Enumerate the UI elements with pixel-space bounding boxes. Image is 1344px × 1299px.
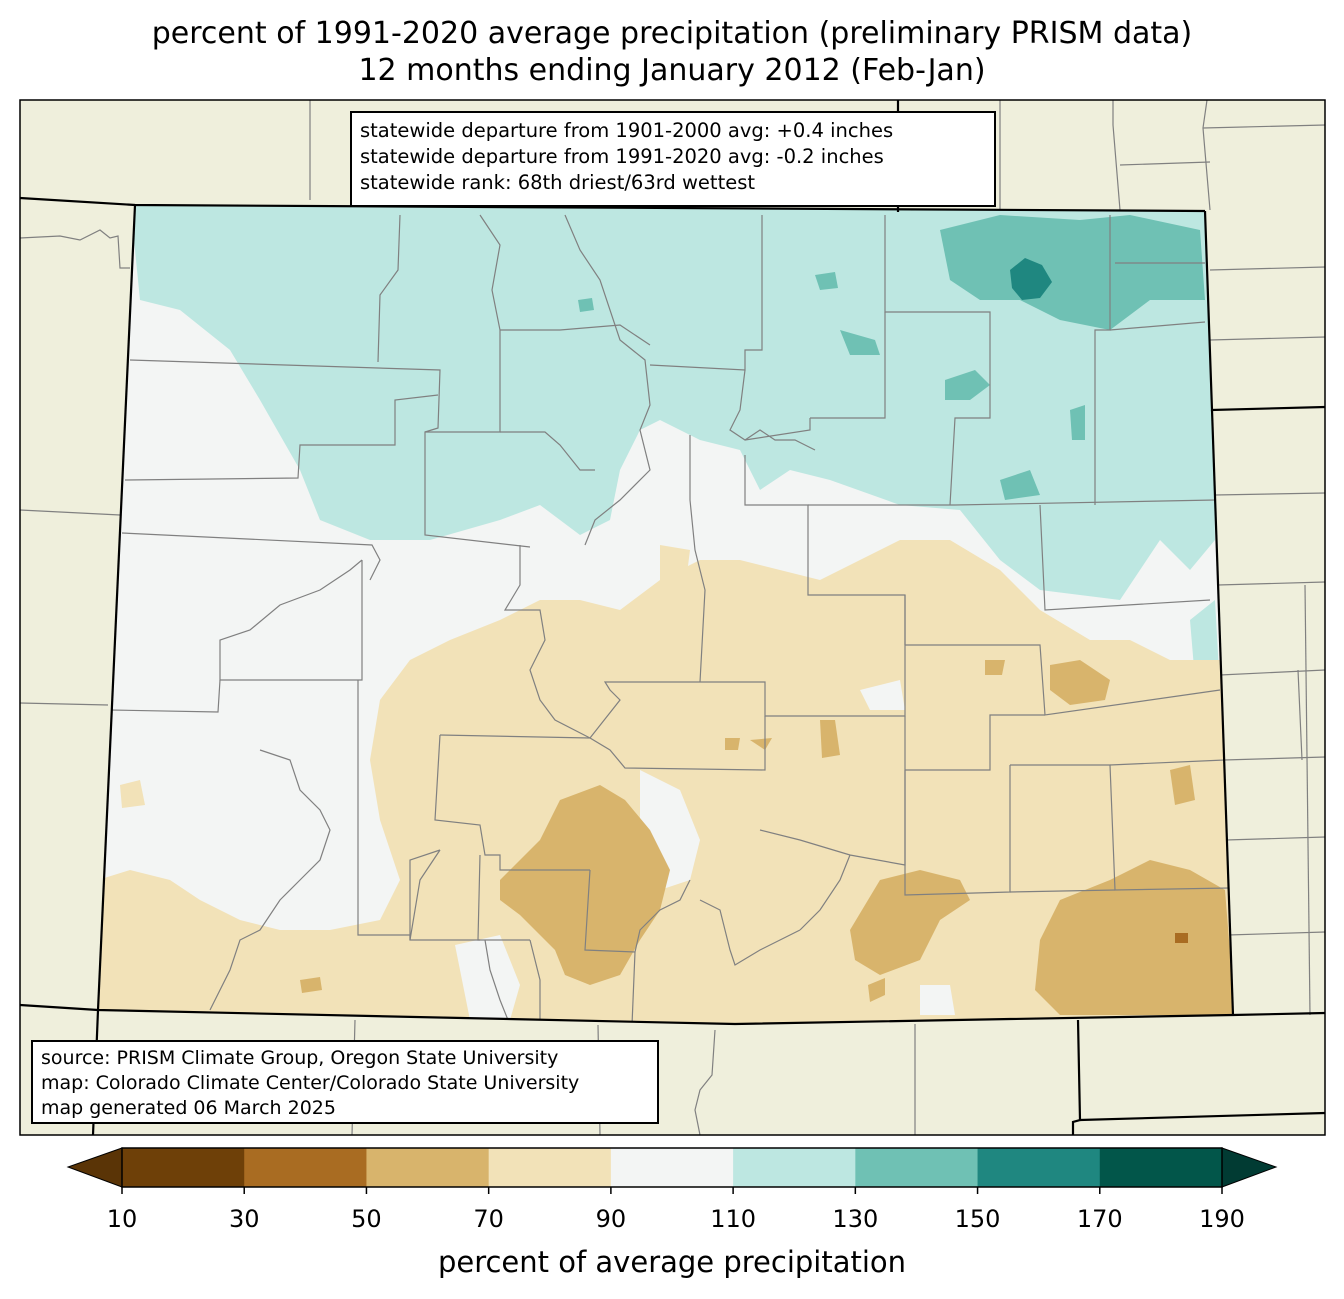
source-generated-date: map generated 06 March 2025 [41,1097,336,1119]
colorbar [66,1147,1278,1194]
colorbar-bin-150-170 [977,1148,1101,1187]
colorbar-tick-label-150: 150 [954,1205,1001,1233]
stats-departure-1901: statewide departure from 1901-2000 avg: … [360,119,894,142]
map-title-line1: percent of 1991-2020 average precipitati… [151,16,1193,51]
colorbar-tick-label-170: 170 [1076,1205,1123,1233]
stats-rank: statewide rank: 68th driest/63rd wettest [360,171,756,194]
colorbar-tick-label-110: 110 [710,1205,757,1233]
colorbar-bin-130-150 [855,1148,979,1187]
colorbar-tick-label-90: 90 [595,1205,627,1233]
colorbar-bin-90-110 [610,1148,734,1187]
county-lines [109,214,1231,1024]
statewide-stats-box: statewide departure from 1901-2000 avg: … [350,111,996,207]
source-box: source: PRISM Climate Group, Oregon Stat… [31,1040,659,1124]
colorbar-over-arrow [1221,1147,1278,1188]
colorbar-tick-label-30: 30 [228,1205,260,1233]
colorbar-tick-label-70: 70 [473,1205,504,1233]
map-frame-border [19,99,1326,1136]
source-prism: source: PRISM Climate Group, Oregon Stat… [41,1047,559,1069]
colorbar-bin-70-90 [488,1148,612,1187]
colorbar-tick-label-50: 50 [351,1205,382,1233]
colorbar-bin-110-130 [733,1148,856,1187]
colorbar-bin-50-70 [366,1148,490,1187]
map-title-line2: 12 months ending January 2012 (Feb-Jan) [358,53,986,88]
colorbar-tick-label-190: 190 [1199,1205,1245,1233]
colorbar-bin-10-30 [122,1148,245,1187]
colorbar-outline [121,1147,1223,1188]
colorbar-label: percent of average precipitation [437,1245,907,1279]
colorbar-tick-label-10: 10 [106,1205,138,1233]
colorbar-under-arrow [66,1147,123,1188]
colorbar-bin-30-50 [244,1148,367,1187]
stats-departure-1991: statewide departure from 1991-2020 avg: … [360,145,884,168]
precip-field [98,205,1233,1024]
colorbar-bin-170-190 [1099,1148,1223,1187]
source-map-credit: map: Colorado Climate Center/Colorado St… [41,1072,580,1094]
colorbar-tick-label-130: 130 [832,1205,879,1233]
